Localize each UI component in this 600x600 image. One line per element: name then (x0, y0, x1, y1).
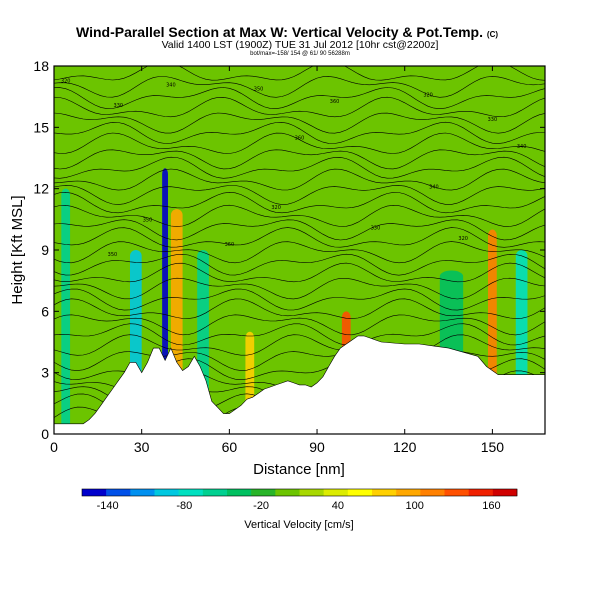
contour-label-15: 320 (458, 236, 468, 242)
colorbar-swatch-5 (202, 489, 228, 496)
colorbar-swatch-14 (420, 489, 445, 496)
theta-contour-21 (54, 156, 545, 179)
contour-label-14: 360 (295, 136, 305, 142)
colorbar-swatch-9 (299, 489, 324, 496)
theta-contour-10 (54, 288, 545, 311)
colorbar-swatch-15 (444, 489, 469, 496)
y-tick-label-3: 9 (41, 242, 49, 258)
theta-contour-25 (54, 112, 545, 134)
theta-contour-29 (54, 66, 545, 81)
colorbar-label-0: -140 (97, 500, 119, 512)
x-tick-label-3: 90 (309, 439, 325, 455)
contour-label-1: 330 (114, 103, 124, 109)
colorbar-swatch-8 (275, 489, 300, 496)
y-tick-label-5: 15 (33, 119, 49, 135)
colorbar-label-4: 100 (405, 500, 423, 512)
theta-contour-15 (54, 227, 545, 248)
contour-label-5: 320 (423, 93, 433, 99)
theta-contour-18 (54, 191, 545, 214)
colorbar-swatch-16 (468, 489, 494, 496)
chart-subtitle-2: bot/max=-158/ 154 @ 61/ 90 56288m (250, 51, 350, 57)
velocity-band-0 (61, 188, 71, 434)
colorbar-title: Vertical Velocity [cm/s] (244, 519, 353, 531)
colorbar-swatch-11 (347, 489, 373, 496)
contour-label-6: 330 (488, 117, 498, 123)
x-axis-label: Distance [nm] (253, 461, 345, 478)
x-tick-label-1: 30 (134, 439, 150, 455)
contour-label-7: 340 (517, 144, 527, 150)
colorbar-swatch-3 (154, 489, 179, 496)
contour-label-3: 350 (254, 87, 264, 93)
theta-contour-8 (54, 314, 545, 336)
colorbar-label-3: 40 (332, 500, 344, 512)
chart-title-mark: (C) (487, 30, 498, 39)
colorbar-label-2: -20 (253, 500, 269, 512)
colorbar-swatch-6 (227, 489, 252, 496)
colorbar-swatch-10 (323, 489, 349, 496)
y-tick-label-4: 12 (33, 181, 49, 197)
theta-contour-26 (54, 96, 545, 118)
y-tick-label-6: 18 (33, 58, 49, 74)
colorbar-label-1: -80 (176, 500, 192, 512)
theta-contour-13 (54, 253, 545, 276)
theta-contour-27 (54, 87, 545, 110)
colorbar-swatch-7 (251, 489, 276, 496)
contour-label-12: 340 (429, 185, 439, 191)
colorbar-swatch-1 (106, 489, 131, 496)
x-axis: 0 30 60 90 120 150 (50, 66, 504, 455)
x-tick-label-0: 0 (50, 439, 58, 455)
theta-contour-20 (54, 168, 545, 191)
contour-label-10: 320 (271, 205, 281, 211)
theta-contour-22 (54, 149, 545, 170)
colorbar-swatch-2 (130, 489, 155, 496)
contour-label-2: 340 (166, 82, 176, 88)
theta-contour-14 (54, 241, 545, 264)
plot-area: 320 330 340 350 360 320 330 340 350 360 320 330 340 3… (54, 66, 545, 434)
chart-title: Wind-Parallel Section at Max W: Vertical… (76, 24, 498, 40)
colorbar-swatch-0 (82, 489, 107, 496)
y-tick-label-1: 3 (41, 365, 49, 381)
contour-label-4: 360 (330, 99, 340, 105)
y-axis-label: Height [Kft MSL] (9, 195, 26, 304)
colorbar-label-5: 160 (482, 500, 500, 512)
contour-label-11: 330 (371, 226, 381, 232)
theta-contour-12 (54, 262, 545, 283)
x-tick-label-5: 150 (481, 439, 505, 455)
theta-contour-7 (54, 323, 545, 346)
theta-contour-23 (54, 132, 545, 154)
theta-contour-24 (54, 121, 545, 144)
colorbar-swatch-4 (178, 489, 204, 496)
theta-contour-6 (54, 334, 545, 356)
theta-contour-17 (54, 204, 545, 227)
theta-contour-16 (54, 219, 545, 241)
colorbar-outline (81, 488, 518, 497)
y-tick-label-2: 6 (41, 303, 49, 319)
contour-label-8: 350 (108, 252, 118, 258)
x-tick-label-4: 120 (393, 439, 417, 455)
colorbar-swatch-13 (396, 489, 421, 496)
contour-label-0: 320 (61, 78, 71, 84)
contour-label-13: 350 (143, 217, 153, 223)
theta-contour-9 (54, 298, 545, 319)
theta-contour-28 (54, 76, 545, 98)
chart-subtitle: Valid 1400 LST (1900Z) TUE 31 Jul 2012 [… (162, 39, 439, 51)
theta-contour-19 (54, 185, 545, 205)
x-tick-label-2: 60 (222, 439, 238, 455)
y-tick-label-0: 0 (41, 426, 49, 442)
chart-title-text: Wind-Parallel Section at Max W: Vertical… (76, 24, 483, 40)
colorbar-swatch-17 (492, 489, 518, 496)
y-axis: 0 3 6 9 12 15 18 (33, 58, 545, 442)
colorbar-swatch-12 (372, 489, 397, 496)
terrain-mask (54, 335, 545, 434)
theta-contour-11 (54, 277, 545, 300)
contour-label-9: 360 (225, 242, 235, 248)
colorbar: -140 -80 -20 40 100 160 (81, 488, 518, 512)
